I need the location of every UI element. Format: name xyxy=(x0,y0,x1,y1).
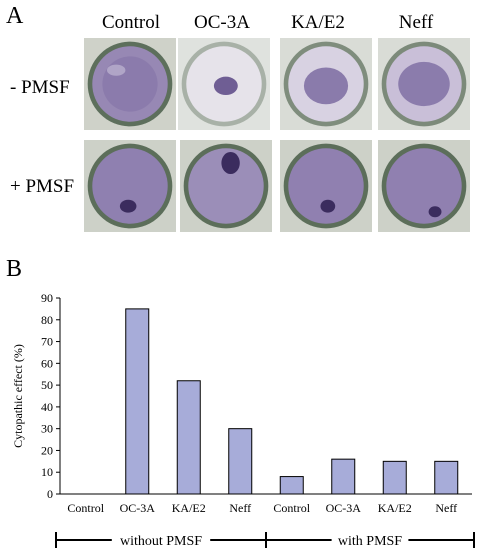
bar xyxy=(331,458,356,495)
x-tick-label: OC-3A xyxy=(120,501,156,515)
panel-a-label: A xyxy=(6,3,24,29)
y-tick-label: 80 xyxy=(41,313,53,327)
x-tick-label: Control xyxy=(67,501,104,515)
row-label-with-pmsf: + PMSF xyxy=(10,176,75,197)
column-label-oc3a: OC-3A xyxy=(194,12,250,33)
x-tick-label: Control xyxy=(273,501,310,515)
y-tick-label: 60 xyxy=(41,356,53,370)
column-label-kae2: KA/E2 xyxy=(291,12,345,33)
y-tick-label: 10 xyxy=(41,465,53,479)
well-image-oc3a-plus xyxy=(180,140,272,232)
bar xyxy=(382,460,407,495)
group-label: without PMSF xyxy=(120,534,202,549)
y-tick-label: 70 xyxy=(41,335,53,349)
y-tick-label: 40 xyxy=(41,400,53,414)
bar xyxy=(228,428,253,495)
y-tick-label: 50 xyxy=(41,378,53,392)
well-image-control-plus xyxy=(84,140,176,232)
bar xyxy=(279,476,304,495)
well-image-kae2-minus xyxy=(280,38,372,130)
bar xyxy=(125,308,150,495)
panel-b-label: B xyxy=(6,256,23,282)
bar xyxy=(176,380,201,495)
well-image-oc3a-minus xyxy=(178,38,270,130)
well-image-neff-plus xyxy=(378,140,470,232)
x-tick-label: OC-3A xyxy=(326,501,362,515)
y-tick-label: 20 xyxy=(41,443,53,457)
group-label: with PMSF xyxy=(338,534,402,549)
column-label-neff: Neff xyxy=(398,12,434,33)
x-tick-label: Neff xyxy=(229,501,251,515)
y-axis-label: Cytopathic effect (%) xyxy=(11,344,25,448)
well-image-neff-minus xyxy=(378,38,470,130)
well-image-kae2-plus xyxy=(280,140,372,232)
x-tick-label: KA/E2 xyxy=(378,501,412,515)
bar xyxy=(434,460,459,495)
y-tick-label: 30 xyxy=(41,422,53,436)
x-tick-label: Neff xyxy=(435,501,457,515)
row-label-without-pmsf: - PMSF xyxy=(10,77,70,98)
x-tick-label: KA/E2 xyxy=(172,501,206,515)
well-image-control-minus xyxy=(84,38,176,130)
column-label-control: Control xyxy=(101,12,161,33)
y-tick-label: 0 xyxy=(47,487,53,501)
y-tick-label: 90 xyxy=(41,291,53,305)
